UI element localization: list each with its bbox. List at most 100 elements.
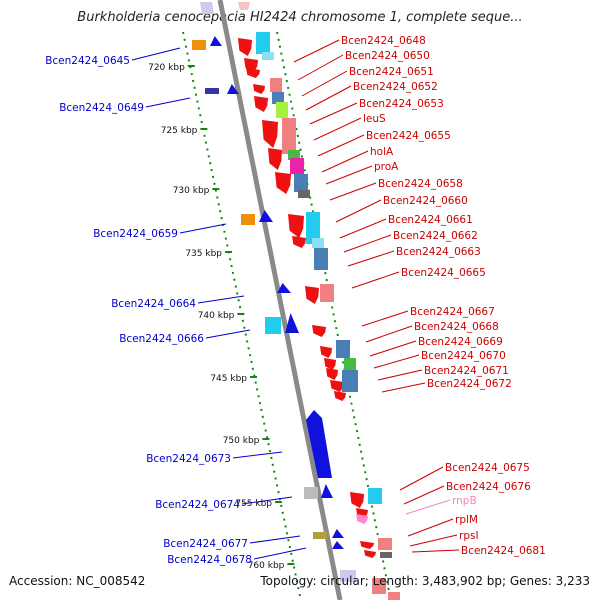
gene-arrow-reverse[interactable] [254, 96, 268, 112]
gene-block[interactable] [270, 78, 282, 92]
gene-label[interactable]: Bcen2424_0660 [383, 195, 468, 207]
gene-label[interactable]: Bcen2424_0672 [427, 378, 512, 390]
gene-label[interactable]: Bcen2424_0666 [119, 333, 204, 345]
gene-arrow-reverse[interactable] [324, 358, 336, 370]
gene-block[interactable] [265, 317, 281, 334]
gene-label[interactable]: Bcen2424_0651 [349, 66, 434, 78]
gene-block[interactable] [314, 248, 328, 270]
gene-block[interactable] [368, 488, 382, 504]
gene-arrow-reverse[interactable] [326, 368, 338, 380]
gene-block[interactable] [313, 532, 327, 539]
gene-arrow-reverse[interactable] [268, 148, 282, 170]
gene-arrow-forward[interactable] [259, 210, 273, 222]
gene-label[interactable]: rnpB [452, 495, 477, 507]
gene-arrow-reverse[interactable] [305, 286, 319, 304]
gene-arrow-reverse[interactable] [360, 541, 374, 549]
gene-arrow-reverse[interactable] [364, 550, 376, 558]
gene-arrow-forward[interactable] [227, 84, 239, 94]
gene-label[interactable]: Bcen2424_0653 [359, 98, 444, 110]
gene-block[interactable] [336, 340, 350, 358]
gene-block[interactable] [298, 190, 310, 198]
gene-label[interactable]: Bcen2424_0659 [93, 228, 178, 240]
gene-label[interactable]: proA [374, 161, 399, 173]
gene-label[interactable]: Bcen2424_0650 [345, 50, 430, 62]
gene-arrow-reverse[interactable] [253, 84, 265, 94]
gene-block[interactable] [306, 212, 320, 244]
gene-block[interactable] [380, 552, 392, 558]
gene-block[interactable] [304, 487, 318, 499]
gene-block[interactable] [388, 592, 400, 600]
kbp-tick-label: 720 kbp [148, 63, 185, 73]
gene-block[interactable] [378, 538, 392, 550]
gene-label[interactable]: Bcen2424_0658 [378, 178, 463, 190]
gene-label[interactable]: Bcen2424_0667 [410, 306, 495, 318]
gene-label[interactable]: Bcen2424_0674 [155, 499, 240, 511]
gene-block[interactable] [288, 150, 300, 160]
gene-arrow-reverse[interactable] [246, 68, 260, 78]
gene-label[interactable]: holA [370, 146, 394, 158]
gene-label[interactable]: Bcen2424_0671 [424, 365, 509, 377]
gene-block[interactable] [344, 358, 356, 370]
gene-arrow-reverse[interactable] [292, 236, 306, 248]
gene-label[interactable]: Bcen2424_0676 [446, 481, 531, 493]
gene-arrow-reverse[interactable] [238, 38, 252, 56]
gene-label[interactable]: Bcen2424_0675 [445, 462, 530, 474]
gene-arrow-reverse[interactable] [350, 492, 364, 508]
gene-block[interactable] [262, 52, 274, 60]
gene-block[interactable] [294, 174, 308, 192]
gene-block[interactable] [320, 284, 334, 302]
gene-arrow-reverse[interactable] [330, 380, 344, 392]
gene-block[interactable] [312, 238, 324, 248]
gene-label[interactable]: Bcen2424_0648 [341, 35, 426, 47]
gene-arrow-forward[interactable] [321, 484, 333, 498]
gene-block[interactable] [192, 40, 206, 50]
gene-label[interactable]: Bcen2424_0668 [414, 321, 499, 333]
gene-arrow-reverse[interactable] [275, 172, 291, 194]
gene-label[interactable]: leuS [363, 113, 386, 125]
gene-label[interactable]: Bcen2424_0655 [366, 130, 451, 142]
gene-label[interactable]: rplM [455, 514, 478, 526]
gene-arrow-reverse[interactable] [356, 514, 368, 524]
gene-arrow-reverse[interactable] [320, 346, 332, 358]
gene-block[interactable] [256, 32, 270, 54]
gene-label[interactable]: Bcen2424_0681 [461, 545, 546, 557]
gene-block[interactable] [272, 92, 284, 104]
gene-block[interactable] [290, 158, 304, 174]
gene-label[interactable]: Bcen2424_0677 [163, 538, 248, 550]
callout-line [347, 250, 395, 267]
callout-line [305, 85, 352, 111]
gene-block[interactable] [342, 370, 358, 392]
gene-label[interactable]: Bcen2424_0652 [353, 81, 438, 93]
gene-arrow-reverse[interactable] [288, 214, 304, 238]
gene-arrow-reverse[interactable] [334, 391, 346, 401]
gene-block[interactable] [276, 102, 288, 118]
callout-line [365, 325, 413, 343]
gene-label[interactable]: Bcen2424_0665 [401, 267, 486, 279]
gene-block[interactable] [282, 118, 296, 154]
gene-arrow-reverse[interactable] [312, 325, 326, 337]
gene-arrow-forward[interactable] [277, 283, 291, 293]
gene-block[interactable] [205, 88, 219, 94]
gene-arrow-forward[interactable] [332, 529, 344, 538]
gene-label[interactable]: Bcen2424_0663 [396, 246, 481, 258]
gene-arrow-forward[interactable] [210, 36, 222, 46]
gene-label[interactable]: Bcen2424_0664 [111, 298, 196, 310]
gene-label[interactable]: Bcen2424_0662 [393, 230, 478, 242]
gene-arrow-forward[interactable] [332, 541, 344, 549]
gene-block[interactable] [340, 570, 356, 582]
gene-label[interactable]: Bcen2424_0649 [59, 102, 144, 114]
gene-arrow-forward[interactable] [285, 313, 299, 333]
gene-label[interactable]: Bcen2424_0670 [421, 350, 506, 362]
gene-block[interactable] [372, 578, 386, 594]
gene-label[interactable]: Bcen2424_0661 [388, 214, 473, 226]
callout-line [405, 499, 451, 515]
gene-label[interactable]: Bcen2424_0673 [146, 453, 231, 465]
gene-label[interactable]: Bcen2424_0669 [418, 336, 503, 348]
gene-arrow-reverse[interactable] [262, 120, 278, 148]
gene-label[interactable]: Bcen2424_0645 [45, 55, 130, 67]
gene-label[interactable]: rpsI [459, 530, 479, 542]
gene-block[interactable] [241, 214, 255, 225]
gene-label[interactable]: Bcen2424_0678 [167, 554, 252, 566]
gene-arrow-forward[interactable] [306, 410, 332, 478]
